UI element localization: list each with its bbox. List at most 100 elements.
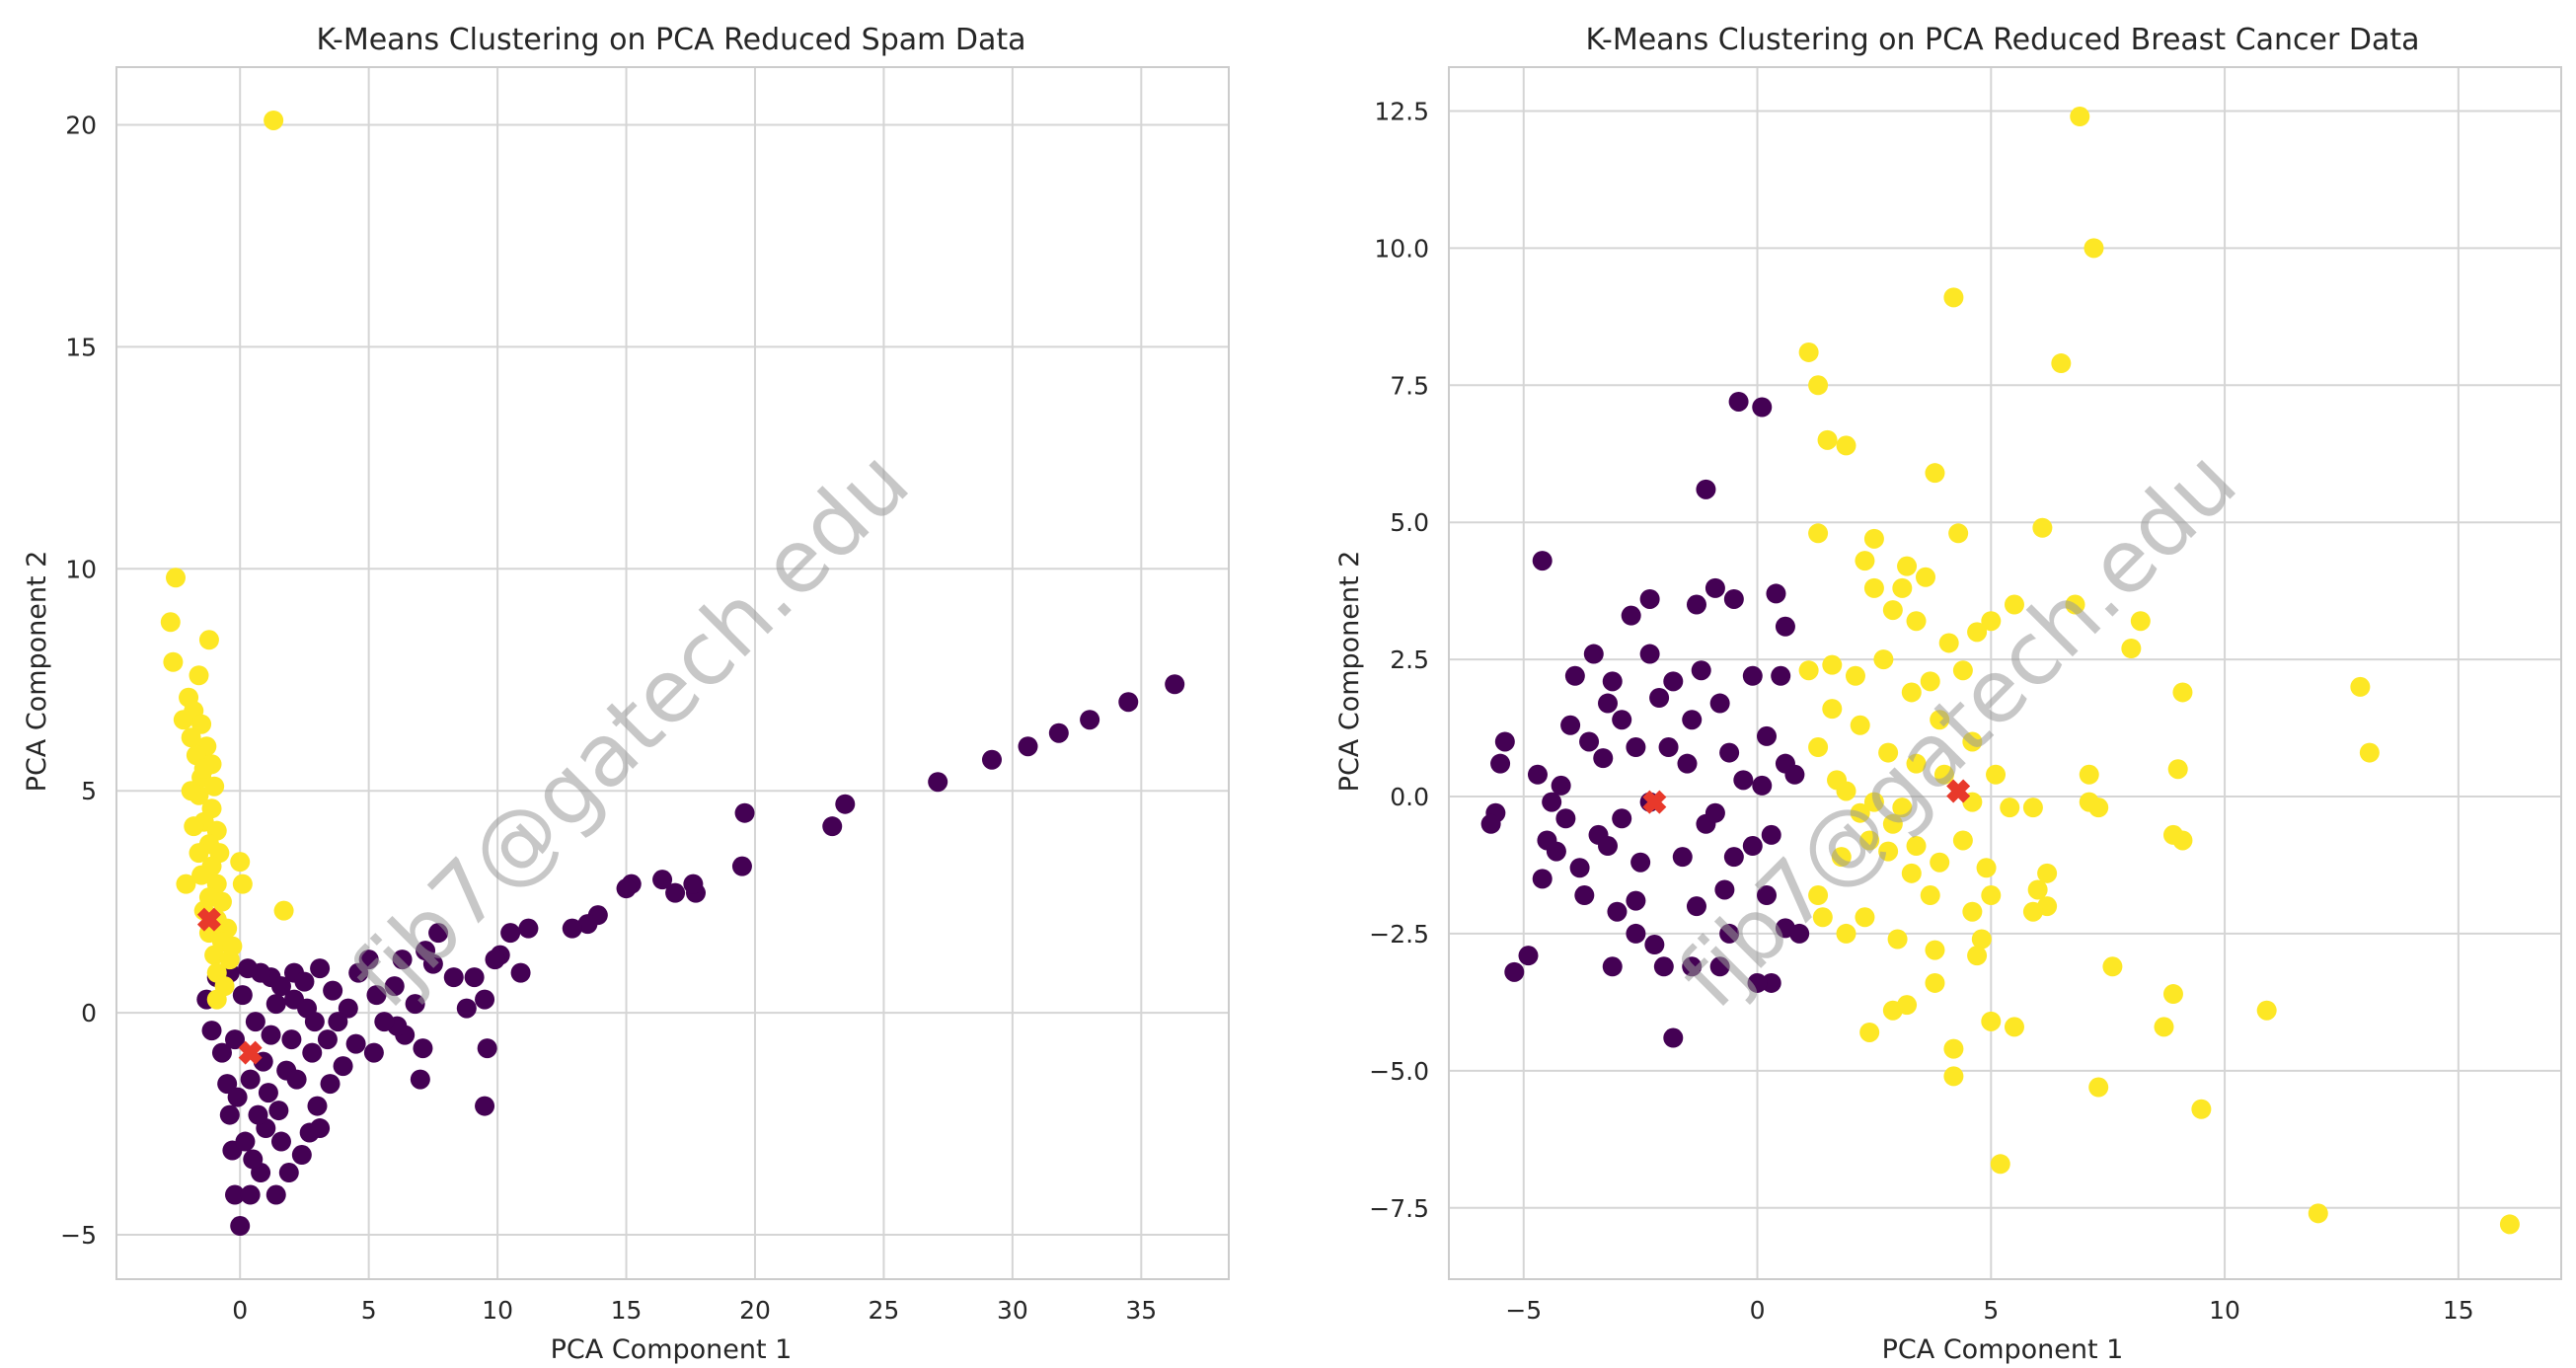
breast-cancer-cluster-1-point [1831,847,1852,868]
breast-cancer-cluster-0-point [1630,852,1651,873]
breast-cancer-cluster-0-point [1723,847,1744,868]
spam-cluster-1-point [206,989,227,1010]
breast-cancer-cluster-1-point [2350,676,2371,697]
breast-cancer-cluster-0-point [1784,764,1805,785]
spam-cluster-0-point [284,989,305,1010]
spam-ytick-label: 20 [65,111,97,139]
spam-cluster-1-point [166,568,187,588]
breast-cancer-cluster-1-point [1906,836,1927,857]
breast-cancer-cluster-1-point [1971,929,1992,950]
spam-cluster-0-point [307,1096,328,1116]
breast-cancer-cluster-1-point [1981,611,2002,632]
breast-cancer-xtick-label: 15 [2443,1296,2474,1325]
spam-cluster-0-point [734,802,755,823]
breast-cancer-cluster-0-point [1686,896,1706,917]
breast-cancer-cluster-1-point [1808,523,1829,544]
spam-cluster-0-point [243,1149,264,1170]
spam-cluster-1-point [160,612,181,633]
spam-cluster-0-point [562,918,582,939]
breast-cancer-cluster-0-point [1583,644,1604,664]
spam-xtick-label: 20 [739,1296,771,1325]
breast-cancer-cluster-0-point [1644,935,1665,955]
spam-cluster-0-point [245,1012,265,1032]
breast-cancer-centroid-marker [1946,779,1971,803]
breast-cancer-cluster-1-point [1798,342,1819,362]
breast-cancer-cluster-1-point [1967,946,1988,966]
breast-cancer-cluster-1-point [1850,802,1870,823]
spam-cluster-0-point [464,967,485,988]
breast-cancer-cluster-1-point [1863,792,1884,812]
breast-cancer-cluster-1-point [1943,1038,1964,1059]
spam-cluster-0-point [227,1087,248,1107]
breast-cancer-cluster-1-point [1933,764,1954,785]
breast-cancer-cluster-0-point [1752,775,1773,796]
spam-cluster-0-point [265,1184,286,1205]
breast-cancer-ytick-label: 0.0 [1390,783,1429,811]
breast-cancer-cluster-0-point [1709,693,1730,714]
spam-cluster-1-point [198,630,219,650]
spam-cluster-0-point [219,1104,240,1125]
breast-cancer-cluster-1-point [1892,577,1913,598]
breast-cancer-cluster-0-point [1504,961,1525,982]
spam-xtick-label: 0 [232,1296,248,1325]
spam-cluster-1-point [189,843,209,864]
spam-cluster-0-point [500,923,521,944]
breast-cancer-cluster-1-point [1952,660,1973,681]
spam-cluster-0-point [302,1042,323,1063]
breast-cancer-cluster-0-point [1602,956,1623,977]
spam-cluster-1-point [163,651,184,672]
breast-cancer-cluster-0-point [1490,753,1511,774]
spam-cluster-0-point [310,958,331,979]
breast-cancer-cluster-1-point [1878,742,1899,763]
breast-cancer-ytick-label: 7.5 [1390,371,1429,400]
breast-cancer-cluster-1-point [1845,665,1865,686]
spam-cluster-0-point [683,874,704,894]
spam-cluster-0-point [268,1101,289,1121]
breast-cancer-cluster-0-point [1564,665,1585,686]
breast-cancer-cluster-1-point [1836,781,1856,801]
breast-cancer-ytick-label: −5.0 [1369,1057,1429,1086]
breast-cancer-cluster-0-point [1480,813,1501,834]
breast-cancer-cluster-1-point [1859,830,1880,851]
breast-cancer-cluster-1-point [1808,737,1829,758]
spam-cluster-1-point [211,891,232,912]
breast-cancer-cluster-0-point [1639,588,1660,609]
breast-cancer-cluster-1-point [1878,841,1899,862]
breast-cancer-cluster-0-point [1612,710,1632,730]
breast-cancer-cluster-0-point [1757,885,1777,906]
breast-cancer-cluster-1-point [1859,1022,1880,1042]
breast-cancer-cluster-0-point [1626,890,1646,911]
breast-cancer-chart-centroids [1642,779,1971,814]
breast-cancer-chart-title: K-Means Clustering on PCA Reduced Breast… [1585,23,2419,57]
spam-xtick-label: 25 [869,1296,900,1325]
breast-cancer-cluster-0-point [1709,956,1730,977]
breast-cancer-cluster-0-point [1560,715,1581,735]
breast-cancer-cluster-0-point [1574,885,1595,906]
breast-cancer-cluster-0-point [1705,802,1725,823]
spam-cluster-0-point [270,1131,291,1152]
spam-chart-ticks: 0 5 10 15 20 25 30 35 −5 0 5 10 15 20 [60,111,1157,1325]
breast-cancer-cluster-0-point [1598,836,1618,857]
breast-cancer-xtick-label: −5 [1505,1296,1542,1325]
spam-cluster-0-point [261,1025,281,1045]
spam-cluster-0-point [345,1033,366,1054]
breast-cancer-cluster-1-point [1836,923,1856,944]
spam-cluster-1-point [191,714,212,734]
spam-chart-grid [116,67,1229,1279]
spam-cluster-1-point [230,852,251,873]
spam-cluster-0-point [320,1074,341,1095]
spam-cluster-1-point [193,758,214,779]
spam-cluster-0-point [333,1056,353,1077]
breast-cancer-cluster-1-point [1981,1011,2002,1031]
breast-cancer-cluster-0-point [1686,594,1706,615]
spam-cluster-0-point [310,1118,331,1139]
spam-cluster-1-point [181,781,201,801]
breast-cancer-cluster-0-point [1598,693,1618,714]
spam-xtick-label: 5 [361,1296,377,1325]
breast-cancer-cluster-1-point [2022,798,2043,818]
breast-cancer-cluster-0-point [1728,391,1749,412]
breast-cancer-cluster-1-point [1855,907,1875,928]
spam-cluster-1-point [204,945,225,965]
spam-centroid-marker [196,907,221,932]
spam-ytick-label: 10 [65,555,97,583]
